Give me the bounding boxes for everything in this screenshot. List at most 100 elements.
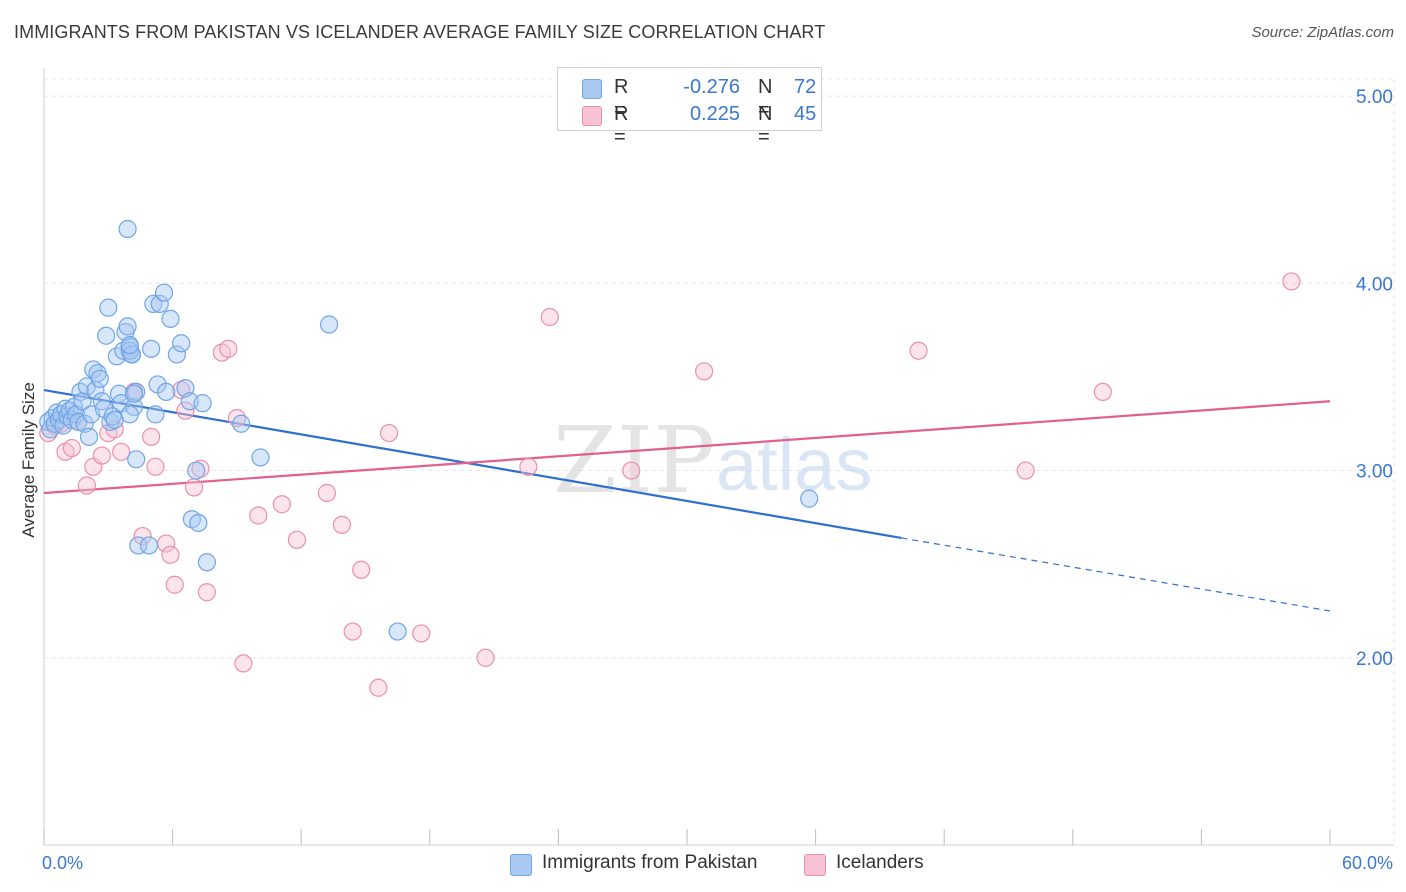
point-icelanders	[272, 495, 292, 514]
x-tick-label-max: 60.0%	[1342, 853, 1393, 873]
point-icelanders	[540, 307, 559, 327]
point-icelanders	[1282, 272, 1301, 291]
legend-n-value: 72	[794, 76, 817, 98]
y-tick-labels: 2.00 3.00 4.00 5.00	[1356, 87, 1393, 670]
point-pakistan	[193, 394, 212, 413]
y-tick-label: 2.00	[1356, 649, 1393, 670]
y-tick-label: 4.00	[1356, 274, 1393, 295]
point-icelanders	[1093, 382, 1112, 402]
source-label: Source: ZipAtlas.com	[1251, 24, 1394, 41]
point-pakistan	[120, 405, 139, 424]
point-pakistan	[124, 384, 144, 403]
point-icelanders	[197, 583, 216, 602]
point-icelanders	[379, 423, 399, 443]
point-pakistan	[319, 315, 339, 334]
legend-r-label: R =	[614, 76, 629, 121]
point-icelanders	[369, 678, 388, 697]
point-pakistan	[79, 427, 99, 446]
legend-r-label: R =	[614, 103, 629, 148]
point-pakistan	[90, 369, 109, 388]
point-icelanders	[1016, 461, 1035, 480]
trend-line-pakistan-extension	[901, 537, 1331, 612]
legend-r-value: 0.225	[689, 103, 740, 125]
point-pakistan	[232, 414, 251, 433]
series-legend: Immigrants from Pakistan Icelanders	[0, 852, 1406, 878]
point-icelanders	[112, 442, 131, 461]
x-tick-label-min: 0.0%	[42, 853, 83, 873]
point-icelanders	[234, 654, 253, 673]
point-pakistan	[251, 448, 270, 467]
point-icelanders	[622, 461, 641, 480]
point-pakistan	[172, 334, 191, 353]
data-points	[39, 219, 1301, 697]
point-pakistan	[388, 622, 407, 641]
point-pakistan	[118, 219, 137, 239]
point-pakistan	[92, 392, 111, 411]
point-icelanders	[695, 362, 714, 381]
legend-swatch-pink	[804, 854, 826, 876]
point-icelanders	[133, 526, 152, 546]
point-icelanders	[317, 483, 337, 503]
point-pakistan	[167, 345, 186, 364]
point-icelanders	[77, 476, 96, 495]
point-icelanders	[62, 438, 81, 458]
point-icelanders	[165, 575, 184, 594]
point-icelanders	[176, 401, 195, 420]
point-icelanders	[92, 446, 111, 465]
point-pakistan	[97, 326, 116, 345]
chart-title: IMMIGRANTS FROM PAKISTAN VS ICELANDER AV…	[14, 22, 826, 42]
legend-label: Immigrants from Pakistan	[542, 852, 758, 873]
point-pakistan	[118, 317, 137, 336]
legend-label: Icelanders	[836, 852, 924, 873]
point-icelanders	[412, 624, 431, 643]
point-icelanders	[343, 622, 362, 641]
point-icelanders	[219, 339, 238, 358]
point-icelanders	[287, 530, 307, 549]
legend-n-label: N =	[758, 103, 773, 148]
y-tick-label: 5.00	[1356, 87, 1393, 108]
legend-n-label: N =	[758, 76, 773, 121]
point-pakistan	[189, 513, 208, 533]
point-icelanders	[161, 545, 180, 564]
point-pakistan	[150, 294, 169, 314]
y-axis-label: Average Family Size	[19, 382, 38, 538]
point-pakistan	[120, 335, 139, 355]
point-icelanders	[249, 506, 268, 525]
watermark: ZIP atlas	[553, 407, 872, 514]
point-pakistan	[142, 339, 161, 358]
legend-n-value: 45	[794, 103, 817, 125]
legend-swatch-blue	[582, 79, 602, 99]
point-pakistan	[127, 450, 146, 469]
point-icelanders	[184, 478, 204, 497]
point-pakistan	[144, 294, 163, 314]
y-tick-label: 3.00	[1356, 462, 1393, 483]
correlation-legend: R = -0.276 N = 72 R = 0.225 N = 45	[557, 67, 822, 148]
point-icelanders	[332, 515, 352, 534]
point-pakistan	[154, 283, 174, 302]
point-icelanders	[476, 648, 495, 667]
point-icelanders	[142, 427, 161, 446]
trend-line-pakistan	[43, 388, 902, 540]
point-pakistan	[146, 405, 165, 424]
point-icelanders	[352, 560, 371, 579]
point-pakistan	[129, 536, 148, 555]
point-icelanders	[146, 457, 165, 476]
legend-swatch-blue	[510, 854, 532, 876]
point-pakistan	[197, 553, 216, 572]
legend-swatch-pink	[582, 106, 602, 126]
trend-line-icelanders	[43, 400, 1331, 495]
point-pakistan	[800, 489, 819, 508]
point-icelanders	[519, 457, 538, 476]
legend-r-value: -0.276	[683, 76, 740, 98]
point-pakistan	[187, 461, 206, 480]
point-pakistan	[73, 392, 92, 411]
point-pakistan	[157, 382, 176, 402]
point-pakistan	[161, 309, 180, 328]
trend-lines	[43, 388, 1331, 612]
point-pakistan	[139, 536, 159, 555]
point-icelanders	[909, 341, 928, 360]
axes	[43, 68, 1394, 846]
watermark-zip: ZIP	[553, 407, 715, 514]
point-pakistan	[99, 298, 118, 317]
